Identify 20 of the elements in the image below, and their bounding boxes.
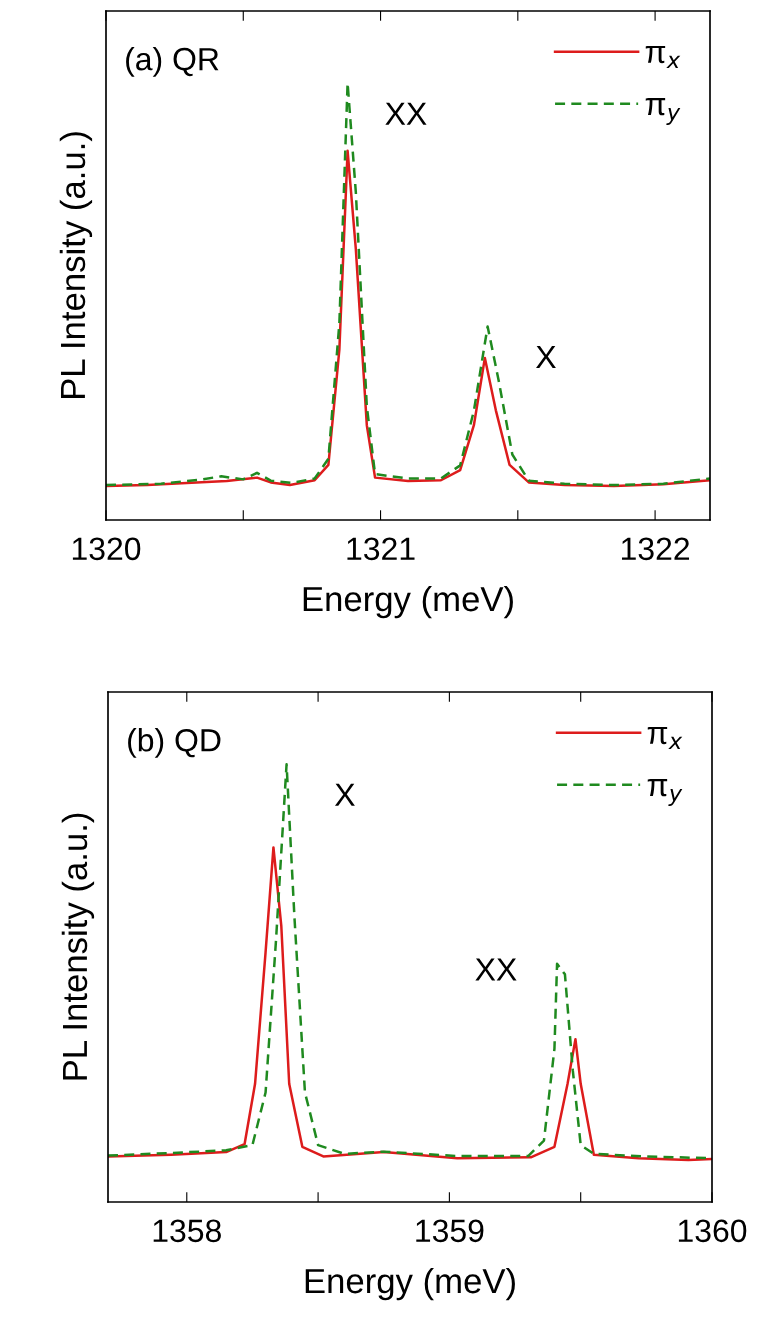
x-tick-label: 1321 <box>347 537 415 561</box>
text: (a) QR <box>126 47 219 77</box>
text: (b) QD <box>128 728 221 758</box>
x-tick-label: 1359 <box>416 1219 484 1243</box>
annotation: XX <box>475 958 517 981</box>
legend-label: π$_{x}$ <box>647 726 683 750</box>
x-tick-label: 1358 <box>153 1219 221 1243</box>
x-axis-title: Energy (meV) <box>303 585 513 619</box>
x-tick-label: 1322 <box>622 537 690 561</box>
legend-label: π$_{x}$ <box>645 45 681 69</box>
annotation: XX <box>385 102 427 125</box>
legend-label: π$_{y}$ <box>647 779 683 806</box>
x-tick-label: 1320 <box>72 537 141 561</box>
legend-label: π$_{y}$ <box>645 98 681 125</box>
annotation: X <box>536 346 556 369</box>
y-axis-title: PL Intensity (a.u.) <box>59 132 93 399</box>
annotation: X <box>334 783 355 806</box>
x-tick-label: 1360 <box>678 1219 747 1243</box>
x-axis-title: Energy (meV) <box>305 1267 515 1301</box>
y-axis-title: PL Intensity (a.u.) <box>61 813 95 1080</box>
